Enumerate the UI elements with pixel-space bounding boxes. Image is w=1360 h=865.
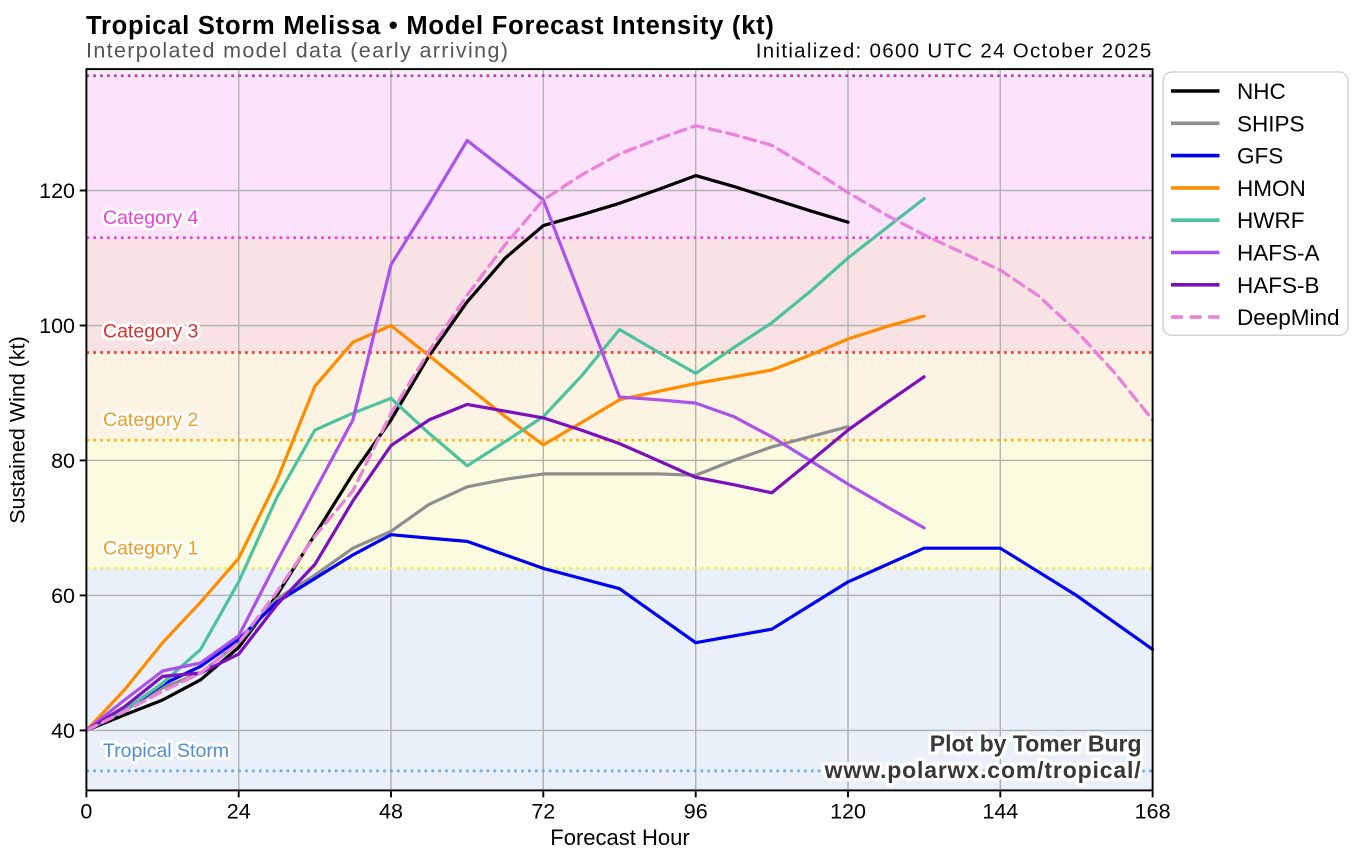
svg-text:60: 60 xyxy=(51,584,75,608)
svg-text:120: 120 xyxy=(830,800,866,824)
svg-text:72: 72 xyxy=(531,800,555,824)
svg-text:168: 168 xyxy=(1135,800,1171,824)
svg-text:Tropical Storm Melissa • Model: Tropical Storm Melissa • Model Forecast … xyxy=(86,12,775,40)
svg-text:SHIPS: SHIPS xyxy=(1237,111,1305,136)
svg-text:www.polarwx.com/tropical/: www.polarwx.com/tropical/ xyxy=(824,757,1142,783)
svg-text:Initialized: 0600 UTC 24 Octob: Initialized: 0600 UTC 24 October 2025 xyxy=(756,40,1153,63)
svg-text:120: 120 xyxy=(39,179,75,203)
svg-text:Category 4: Category 4 xyxy=(103,207,199,229)
svg-text:Plot by Tomer Burg: Plot by Tomer Burg xyxy=(930,730,1142,756)
svg-text:HMON: HMON xyxy=(1237,176,1306,201)
svg-text:HAFS-B: HAFS-B xyxy=(1237,273,1320,298)
svg-text:DeepMind: DeepMind xyxy=(1237,305,1340,330)
svg-text:48: 48 xyxy=(379,800,403,824)
svg-text:0: 0 xyxy=(80,800,92,824)
svg-text:80: 80 xyxy=(51,449,75,473)
svg-text:Interpolated model data (early: Interpolated model data (early arriving) xyxy=(86,39,509,63)
svg-text:Category 2: Category 2 xyxy=(103,409,198,431)
svg-text:24: 24 xyxy=(227,800,251,824)
svg-text:100: 100 xyxy=(39,314,75,338)
svg-text:Tropical Storm: Tropical Storm xyxy=(103,740,229,762)
svg-text:NHC: NHC xyxy=(1237,79,1286,104)
svg-text:40: 40 xyxy=(51,719,75,743)
svg-text:HAFS-A: HAFS-A xyxy=(1237,241,1320,266)
svg-text:Category 1: Category 1 xyxy=(103,538,198,560)
svg-text:HWRF: HWRF xyxy=(1237,208,1304,233)
svg-text:96: 96 xyxy=(684,800,708,824)
svg-text:Forecast Hour: Forecast Hour xyxy=(550,825,689,850)
svg-text:Category 3: Category 3 xyxy=(103,321,198,343)
svg-text:Sustained Wind (kt): Sustained Wind (kt) xyxy=(6,336,30,524)
svg-text:GFS: GFS xyxy=(1237,144,1283,169)
svg-text:144: 144 xyxy=(982,800,1018,824)
